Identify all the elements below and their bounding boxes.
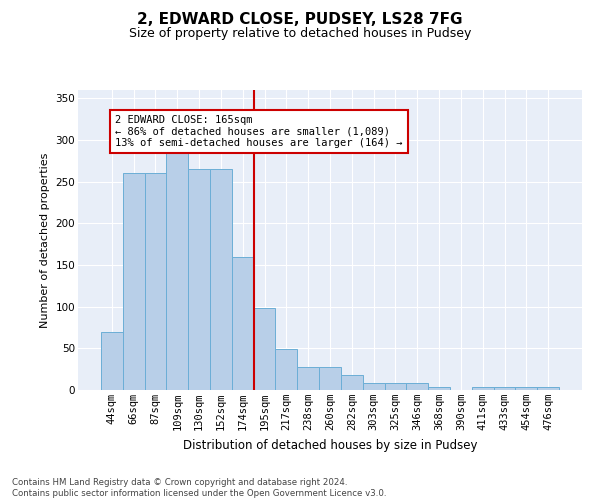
Bar: [232, 256, 254, 390]
Bar: [472, 386, 494, 390]
Bar: [515, 386, 537, 390]
Bar: [188, 169, 210, 390]
Text: 2, EDWARD CLOSE, PUDSEY, LS28 7FG: 2, EDWARD CLOSE, PUDSEY, LS28 7FG: [137, 12, 463, 28]
Bar: [275, 349, 297, 390]
Bar: [385, 384, 406, 390]
Bar: [297, 366, 319, 390]
Text: 2 EDWARD CLOSE: 165sqm
← 86% of detached houses are smaller (1,089)
13% of semi-: 2 EDWARD CLOSE: 165sqm ← 86% of detached…: [115, 115, 403, 148]
Bar: [319, 366, 341, 390]
X-axis label: Distribution of detached houses by size in Pudsey: Distribution of detached houses by size …: [183, 438, 477, 452]
Y-axis label: Number of detached properties: Number of detached properties: [40, 152, 50, 328]
Bar: [166, 146, 188, 390]
Bar: [145, 174, 166, 390]
Bar: [254, 308, 275, 390]
Bar: [341, 375, 363, 390]
Bar: [363, 382, 385, 390]
Bar: [101, 332, 123, 390]
Bar: [123, 174, 145, 390]
Bar: [537, 386, 559, 390]
Bar: [406, 384, 428, 390]
Bar: [210, 169, 232, 390]
Text: Size of property relative to detached houses in Pudsey: Size of property relative to detached ho…: [129, 28, 471, 40]
Text: Contains HM Land Registry data © Crown copyright and database right 2024.
Contai: Contains HM Land Registry data © Crown c…: [12, 478, 386, 498]
Bar: [494, 386, 515, 390]
Bar: [428, 386, 450, 390]
